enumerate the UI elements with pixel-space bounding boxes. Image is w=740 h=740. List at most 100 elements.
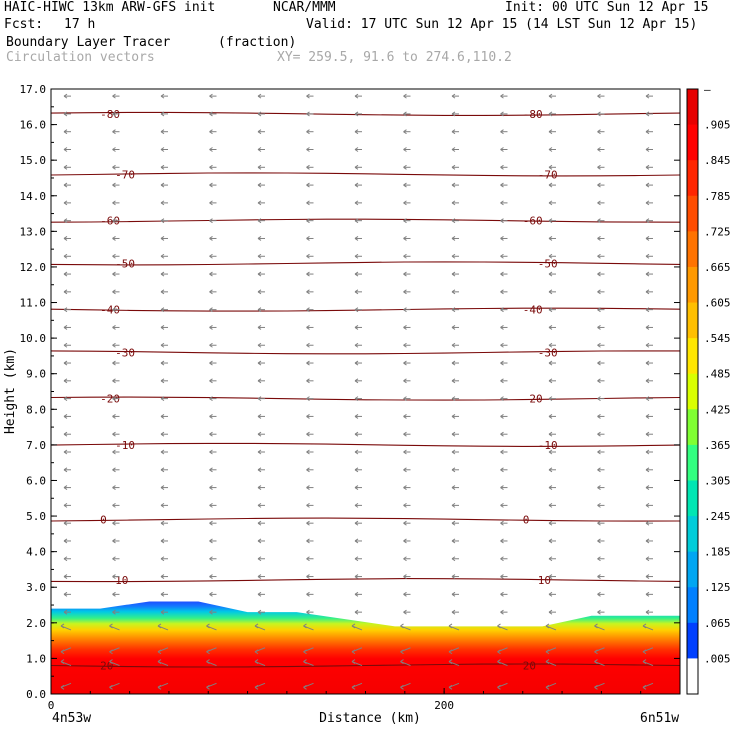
wind-vector-head — [645, 538, 650, 544]
wind-vector-head — [257, 271, 262, 277]
wind-vector-head — [257, 591, 262, 597]
wind-vector-head — [63, 111, 68, 117]
wind-vector-head — [403, 182, 407, 188]
wind-vector-head — [254, 684, 259, 690]
wind-vector-head — [303, 684, 307, 690]
wind-vector-head — [112, 111, 116, 117]
wind-vector-head — [354, 609, 359, 615]
wind-vector-head — [160, 325, 165, 330]
wind-vector-head — [354, 325, 359, 330]
wind-vector-head — [597, 396, 601, 402]
wind-vector-head — [448, 659, 453, 664]
wind-vector-head — [448, 684, 453, 690]
wind-vector-head — [354, 413, 359, 419]
field-name: Boundary Layer Tracer — [6, 35, 171, 50]
wind-vector-head — [500, 111, 504, 117]
wind-vector-head — [257, 147, 262, 152]
wind-vector-head — [597, 378, 601, 384]
wind-vector-head — [112, 325, 116, 330]
wind-vector-head — [63, 360, 68, 366]
wind-vector-head — [257, 307, 262, 313]
wind-vector-head — [500, 556, 504, 562]
wind-vector-head — [354, 378, 359, 384]
y-tick-label: 0.0 — [26, 688, 46, 701]
wind-vector-head — [500, 378, 504, 384]
temperature-contour — [51, 442, 680, 447]
wind-vector-head — [451, 200, 456, 206]
wind-vector-head — [448, 623, 453, 629]
wind-vector-head — [306, 378, 310, 384]
wind-vector-head — [354, 129, 359, 135]
wind-vector-head — [403, 307, 407, 313]
wind-vector-head — [257, 111, 262, 117]
wind-vector-head — [548, 289, 553, 295]
wind-vector-head — [112, 413, 116, 419]
colorbar-swatch — [687, 587, 698, 624]
wind-vector-head — [451, 485, 456, 491]
wind-vector-head — [597, 218, 601, 224]
wind-vector-head — [354, 556, 359, 562]
wind-vector-head — [448, 649, 453, 655]
wind-vector-head — [451, 307, 456, 313]
wind-vector-head — [63, 449, 68, 455]
wind-vector-head — [645, 556, 650, 562]
wind-vector-head — [306, 431, 310, 437]
wind-vector-head — [209, 520, 213, 526]
wind-vector-head — [354, 431, 359, 437]
wind-vector-head — [597, 520, 601, 526]
wind-vector-head — [548, 520, 553, 526]
wind-vector-head — [306, 342, 310, 348]
wind-vector-head — [306, 307, 310, 313]
wind-vector-head — [597, 556, 601, 562]
y-axis-label: Height (km) — [3, 348, 18, 434]
wind-vector-head — [254, 649, 259, 655]
wind-vector-head — [160, 289, 165, 295]
wind-vector-head — [597, 467, 601, 473]
wind-vector-head — [257, 556, 262, 562]
x-end-location: 6n51w — [640, 711, 679, 726]
wind-vector-head — [597, 325, 601, 330]
contour-label: 10 — [115, 574, 128, 587]
contour-label: -30 — [115, 346, 135, 359]
wind-vector-head — [597, 449, 601, 455]
wind-vector-head — [500, 253, 504, 259]
wind-vector-head — [209, 164, 213, 170]
wind-vector-head — [112, 129, 116, 135]
forecast-label: Fcst: — [4, 17, 44, 32]
wind-vector-head — [548, 129, 553, 135]
wind-vector-head — [112, 556, 116, 562]
wind-vector-head — [597, 538, 601, 544]
wind-vector-head — [403, 325, 407, 330]
wind-vector-head — [500, 467, 504, 473]
wind-vector-head — [254, 659, 259, 664]
y-tick-label: 2.0 — [26, 617, 46, 630]
colorbar-swatch — [687, 622, 698, 659]
colorbar-label: .725 — [704, 225, 731, 238]
wind-vector-head — [645, 182, 650, 188]
wind-vector-head — [451, 253, 456, 259]
wind-vector-head — [257, 609, 262, 615]
wind-vector-head — [63, 182, 68, 188]
colorbar-swatch — [687, 338, 698, 375]
wind-vector-head — [403, 591, 407, 597]
x-tick-label: 200 — [434, 699, 454, 712]
wind-vector-head — [112, 200, 116, 206]
wind-vector-head — [157, 684, 162, 690]
wind-vector-head — [500, 591, 504, 597]
wind-vector-head — [497, 659, 501, 664]
wind-vector-head — [500, 93, 504, 99]
wind-vector-head — [351, 684, 356, 690]
temperature-contour — [51, 111, 680, 116]
wind-vector-head — [112, 218, 116, 224]
colorbar-label: .485 — [704, 368, 731, 381]
wind-vector-head — [403, 342, 407, 348]
wind-vector-head — [403, 289, 407, 295]
wind-vector-head — [548, 182, 553, 188]
wind-vector-head — [206, 649, 210, 655]
wind-vector-head — [160, 378, 165, 384]
colorbar-label: .365 — [704, 439, 731, 452]
wind-vector-head — [160, 200, 165, 206]
wind-vector-head — [354, 307, 359, 313]
wind-vector-head — [403, 609, 407, 615]
